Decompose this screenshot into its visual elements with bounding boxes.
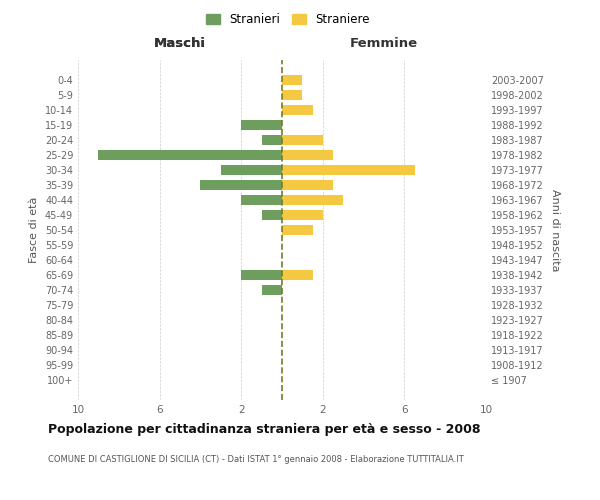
Bar: [282, 180, 333, 190]
Bar: [282, 195, 343, 205]
Bar: [200, 180, 282, 190]
Bar: [262, 136, 282, 145]
Bar: [221, 166, 282, 175]
Bar: [262, 210, 282, 220]
Text: Maschi: Maschi: [154, 37, 206, 50]
Y-axis label: Fasce di età: Fasce di età: [29, 197, 39, 263]
Bar: [282, 76, 302, 85]
Text: Maschi: Maschi: [154, 37, 206, 50]
Bar: [282, 106, 313, 115]
Bar: [282, 150, 333, 160]
Legend: Stranieri, Straniere: Stranieri, Straniere: [201, 8, 375, 31]
Bar: [282, 166, 415, 175]
Text: Femmine: Femmine: [350, 37, 418, 50]
Text: COMUNE DI CASTIGLIONE DI SICILIA (CT) - Dati ISTAT 1° gennaio 2008 - Elaborazion: COMUNE DI CASTIGLIONE DI SICILIA (CT) - …: [48, 455, 464, 464]
Bar: [282, 136, 323, 145]
Bar: [282, 90, 302, 100]
Bar: [241, 120, 282, 130]
Bar: [282, 270, 313, 280]
Bar: [241, 195, 282, 205]
Bar: [98, 150, 282, 160]
Bar: [241, 270, 282, 280]
Text: Popolazione per cittadinanza straniera per età e sesso - 2008: Popolazione per cittadinanza straniera p…: [48, 422, 481, 436]
Y-axis label: Anni di nascita: Anni di nascita: [550, 188, 560, 271]
Bar: [262, 285, 282, 294]
Bar: [282, 225, 313, 235]
Bar: [282, 210, 323, 220]
